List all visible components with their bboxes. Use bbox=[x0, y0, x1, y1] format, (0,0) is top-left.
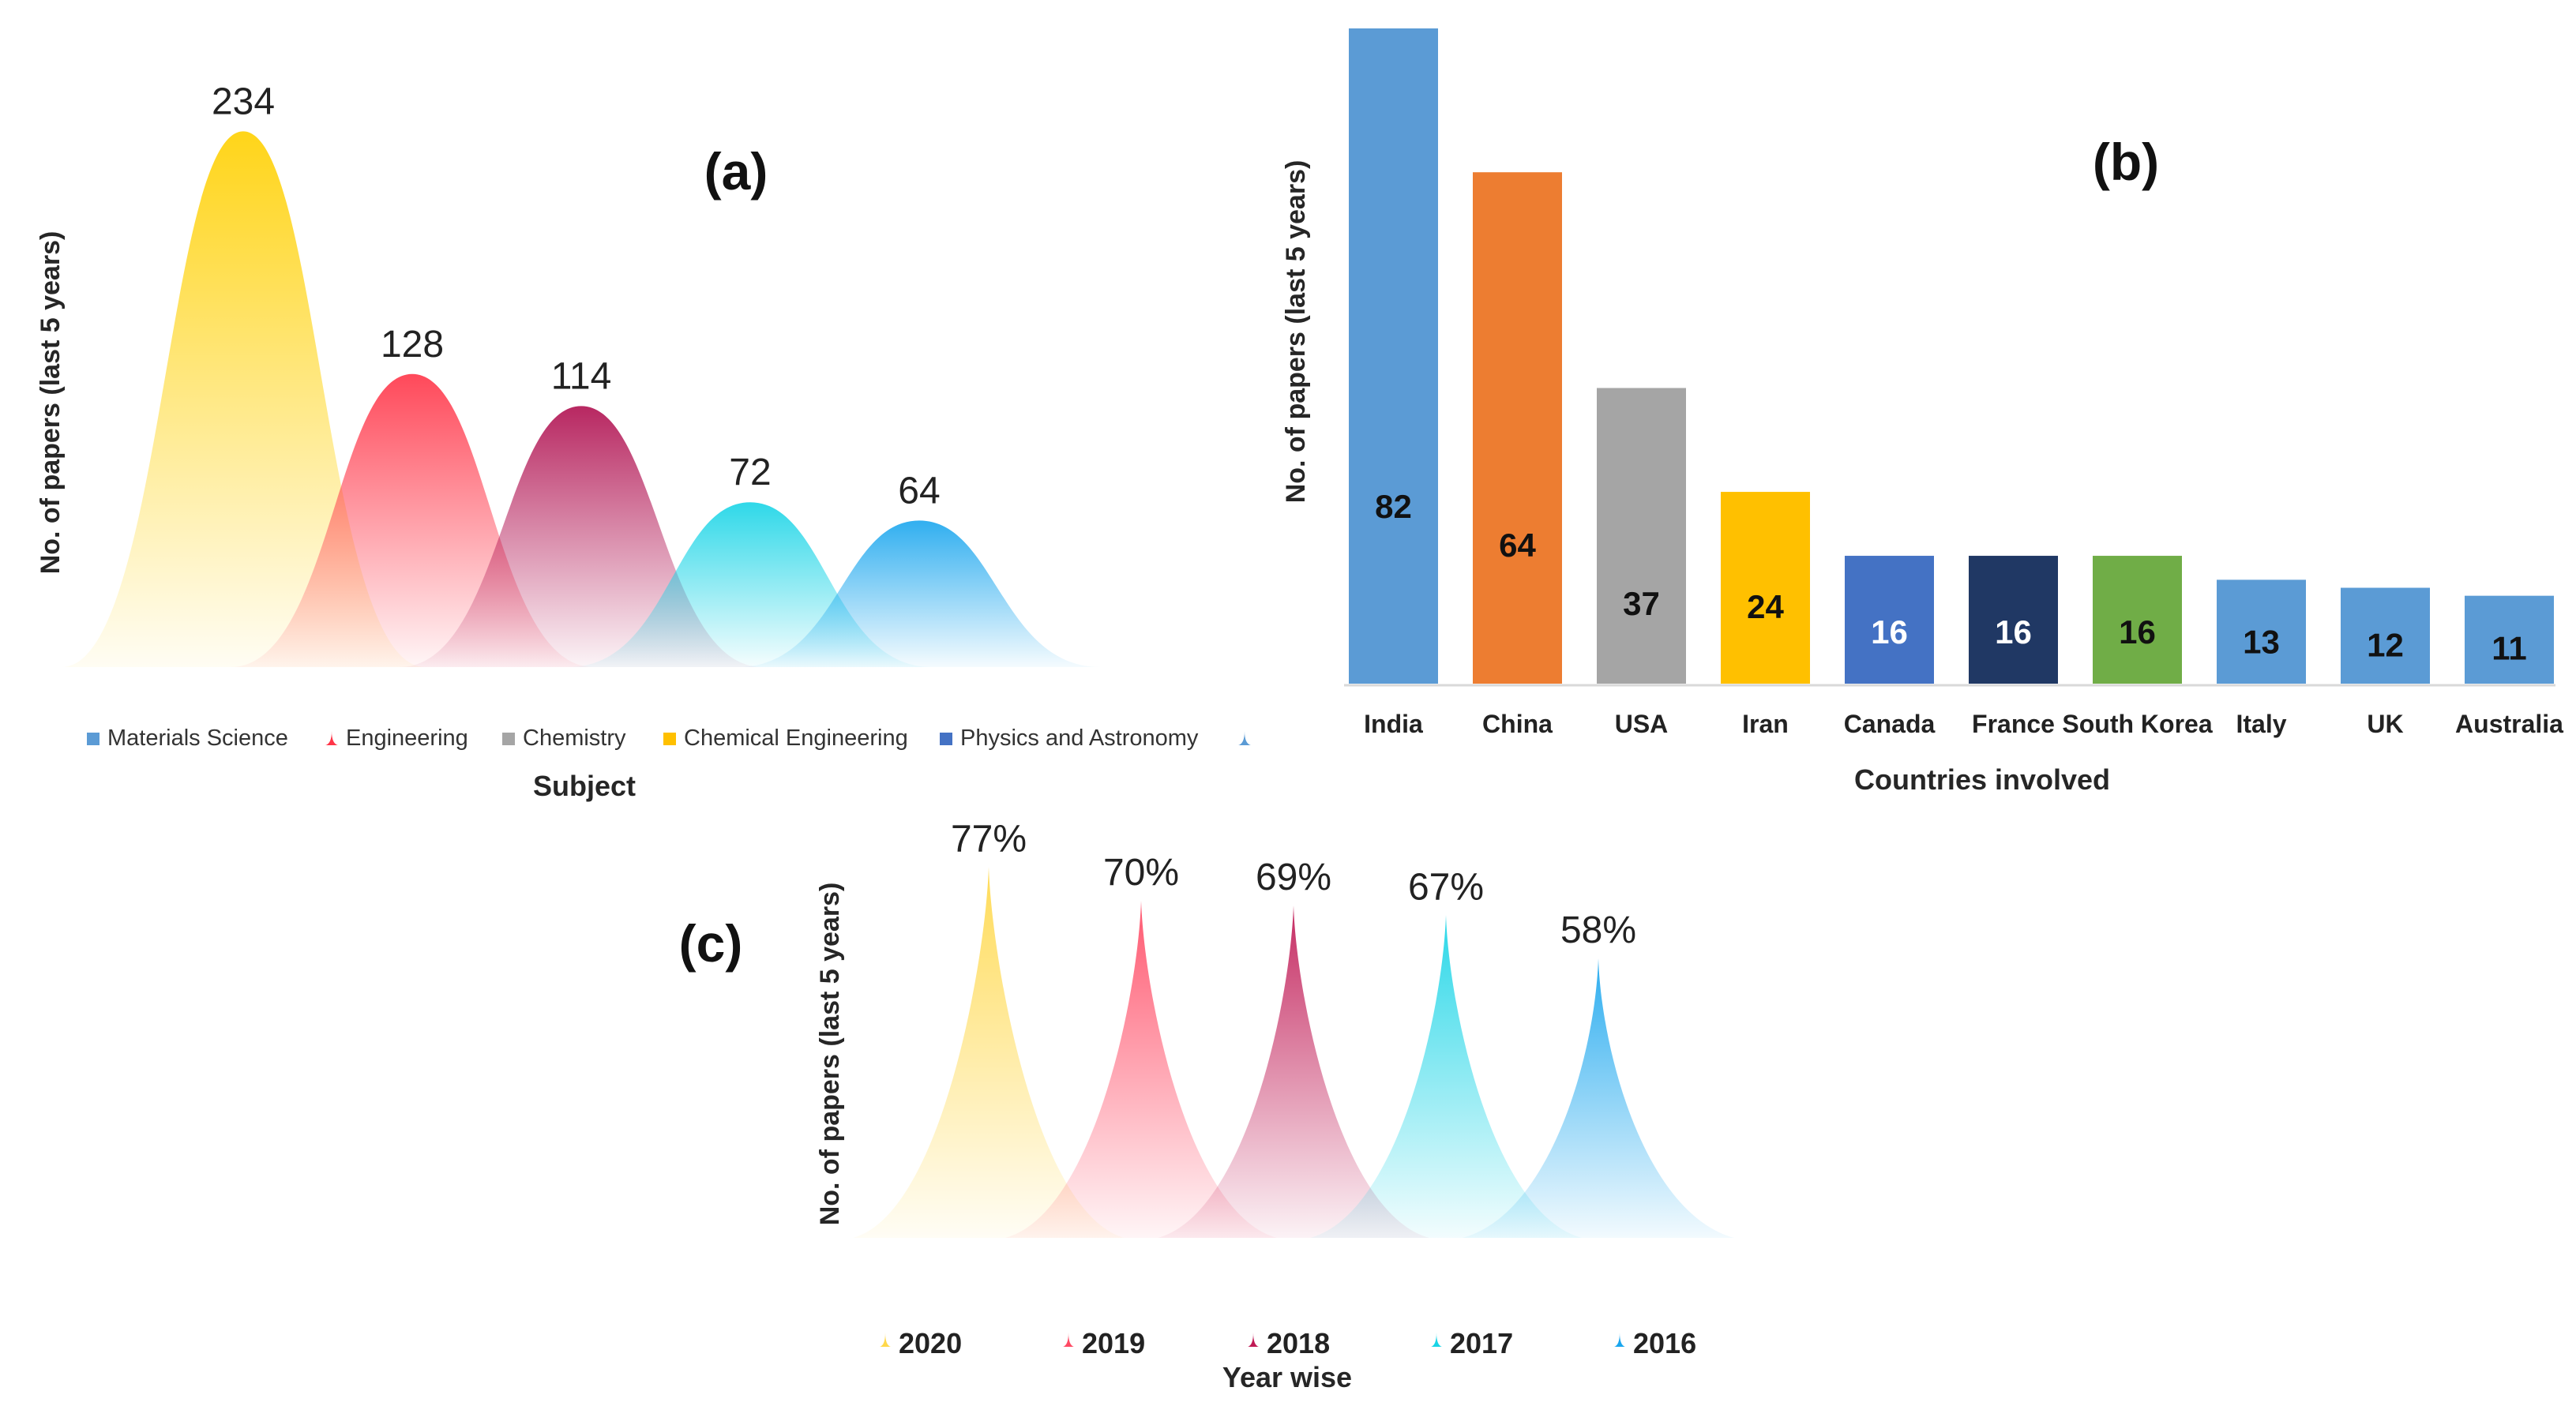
bar-category-label: France bbox=[1972, 710, 2055, 738]
panel-a-peaks: 234 128 114 72 64 bbox=[62, 81, 1101, 667]
bar-uk bbox=[2341, 587, 2430, 684]
legend-peak-icon bbox=[1248, 1333, 1259, 1347]
peak-value-label: 70% bbox=[1103, 852, 1179, 894]
peak-value-label: 234 bbox=[212, 81, 275, 122]
peak-year-2019 bbox=[1005, 901, 1277, 1238]
panel-b: (b) No. of papers (last 5 years) 82 India… bbox=[1281, 28, 2563, 796]
panel-c-label: (c) bbox=[679, 914, 743, 973]
legend-label: Chemistry bbox=[523, 725, 626, 751]
panel-b-label: (b) bbox=[2093, 133, 2159, 191]
panel-a-legend: Materials Science Engineering Chemistry Che… bbox=[87, 725, 1251, 751]
bar-canada bbox=[1845, 556, 1934, 684]
bar-value-label: 16 bbox=[1995, 613, 2032, 651]
legend-label: 2017 bbox=[1450, 1327, 1513, 1359]
legend-label: Chemical Engineering bbox=[684, 725, 908, 751]
peak-value-label: 128 bbox=[381, 324, 444, 366]
bar-category-label: South Korea bbox=[2062, 710, 2212, 738]
panel-c-peaks: 77% 70% 69% 67% 58% bbox=[853, 818, 1734, 1238]
peak-year-2020 bbox=[853, 867, 1125, 1238]
peak-value-label: 58% bbox=[1560, 909, 1636, 951]
panel-a-ylabel: No. of papers (last 5 years) bbox=[36, 231, 66, 575]
legend-label: Physics and Astronomy bbox=[960, 725, 1199, 751]
bar-china bbox=[1473, 172, 1562, 684]
peak-year-2018 bbox=[1158, 905, 1429, 1238]
bar-category-label: China bbox=[1482, 710, 1553, 738]
bar-category-label: Iran bbox=[1742, 710, 1789, 738]
peak-value-label: 72 bbox=[729, 452, 771, 493]
legend-label: 2020 bbox=[899, 1327, 962, 1359]
legend-label: 2019 bbox=[1082, 1327, 1145, 1359]
panel-a-label: (a) bbox=[704, 142, 768, 201]
legend-peak-icon bbox=[1063, 1333, 1074, 1347]
panel-b-bars: 82 India 64 China 37 USA 24 Iran 16 Canada 16 Franc… bbox=[1349, 28, 2563, 738]
peak-value-label: 67% bbox=[1408, 866, 1484, 908]
bar-france bbox=[1969, 556, 2058, 684]
bar-australia bbox=[2465, 595, 2554, 684]
peak-physics-and-astronomy bbox=[738, 520, 1101, 667]
panel-b-ylabel: No. of papers (last 5 years) bbox=[1281, 160, 1311, 504]
bar-value-label: 16 bbox=[2119, 613, 2156, 651]
peak-value-label: 64 bbox=[898, 470, 940, 512]
bar-value-label: 11 bbox=[2492, 629, 2526, 666]
bar-value-label: 16 bbox=[1871, 613, 1908, 651]
panel-a-xlabel: Subject bbox=[533, 770, 636, 802]
legend-square-icon bbox=[502, 733, 515, 745]
panel-c-legend: 2020 2019 2018 2017 2016 bbox=[880, 1327, 1696, 1359]
legend-peak-icon bbox=[1614, 1333, 1625, 1347]
bar-south-korea bbox=[2093, 556, 2182, 684]
legend-square-icon bbox=[663, 733, 676, 745]
legend-label: 2016 bbox=[1633, 1327, 1696, 1359]
bar-india bbox=[1349, 28, 1438, 684]
legend-label: Materials Science bbox=[107, 725, 288, 751]
bar-category-label: Australia bbox=[2455, 710, 2563, 738]
legend-peak-icon bbox=[880, 1333, 891, 1347]
bar-category-label: India bbox=[1364, 710, 1423, 738]
legend-label: Engineering bbox=[346, 725, 468, 751]
peak-year-2016 bbox=[1463, 958, 1734, 1238]
bar-value-label: 37 bbox=[1623, 585, 1660, 622]
bar-value-label: 12 bbox=[2367, 626, 2404, 663]
bar-category-label: Italy bbox=[2236, 710, 2286, 738]
bar-value-label: 64 bbox=[1499, 527, 1536, 564]
bar-usa bbox=[1597, 388, 1686, 684]
legend-peak-icon bbox=[1238, 731, 1251, 745]
bar-italy bbox=[2217, 579, 2306, 684]
bar-category-label: Canada bbox=[1844, 710, 1936, 738]
panel-c-xlabel: Year wise bbox=[1222, 1361, 1352, 1393]
bar-category-label: USA bbox=[1615, 710, 1669, 738]
peak-value-label: 114 bbox=[551, 355, 612, 397]
panel-b-xlabel: Countries involved bbox=[1854, 763, 2110, 796]
peak-value-label: 69% bbox=[1256, 857, 1331, 898]
bar-category-label: UK bbox=[2367, 710, 2403, 738]
bar-iran bbox=[1721, 492, 1810, 684]
panel-a: (a) No. of papers (last 5 years) 234 128 1… bbox=[36, 81, 1251, 802]
peak-year-2017 bbox=[1310, 915, 1582, 1238]
panel-c-ylabel: No. of papers (last 5 years) bbox=[815, 883, 845, 1226]
legend-label: 2018 bbox=[1267, 1327, 1330, 1359]
legend-peak-icon bbox=[325, 731, 338, 745]
bar-value-label: 13 bbox=[2243, 623, 2280, 660]
legend-peak-icon bbox=[1431, 1333, 1442, 1347]
peak-value-label: 77% bbox=[951, 818, 1027, 860]
legend-square-icon bbox=[87, 733, 100, 745]
bar-value-label: 82 bbox=[1375, 488, 1412, 525]
legend-square-icon bbox=[940, 733, 952, 745]
panel-c: (c) No. of papers (last 5 years) 77% 70% 6… bbox=[679, 818, 1734, 1393]
bar-value-label: 24 bbox=[1747, 588, 1784, 625]
